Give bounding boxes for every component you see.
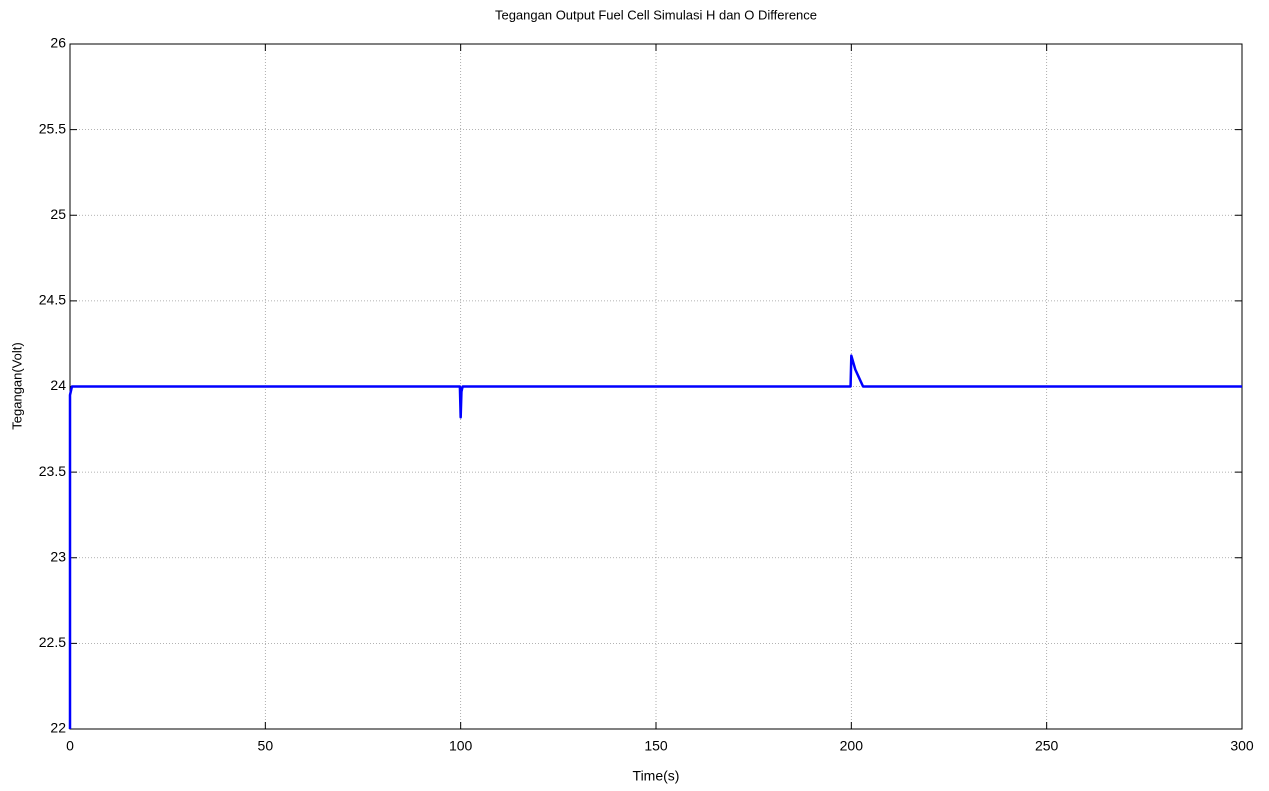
x-tick-label: 100: [449, 738, 473, 754]
x-tick-label: 50: [258, 738, 274, 754]
chart-title: Tegangan Output Fuel Cell Simulasi H dan…: [495, 7, 817, 22]
x-axis-label: Time(s): [633, 768, 680, 784]
x-tick-label: 200: [840, 738, 864, 754]
y-tick-label: 22.5: [39, 634, 66, 650]
y-tick-label: 22: [50, 720, 66, 736]
x-tick-label: 150: [644, 738, 668, 754]
data-line: [68, 354, 1242, 729]
y-tick-label: 23: [50, 548, 66, 564]
y-tick-label: 24: [50, 377, 66, 393]
y-tick-label: 25: [50, 206, 66, 222]
y-tick-label: 24.5: [39, 292, 66, 308]
x-tick-label: 250: [1035, 738, 1059, 754]
y-tick-label: 25.5: [39, 120, 66, 136]
x-tick-label: 0: [66, 738, 74, 754]
x-tick-label: 300: [1230, 738, 1254, 754]
y-tick-label: 26: [50, 35, 66, 51]
y-tick-label: 23.5: [39, 463, 66, 479]
y-axis-label: Tegangan(Volt): [9, 342, 24, 429]
